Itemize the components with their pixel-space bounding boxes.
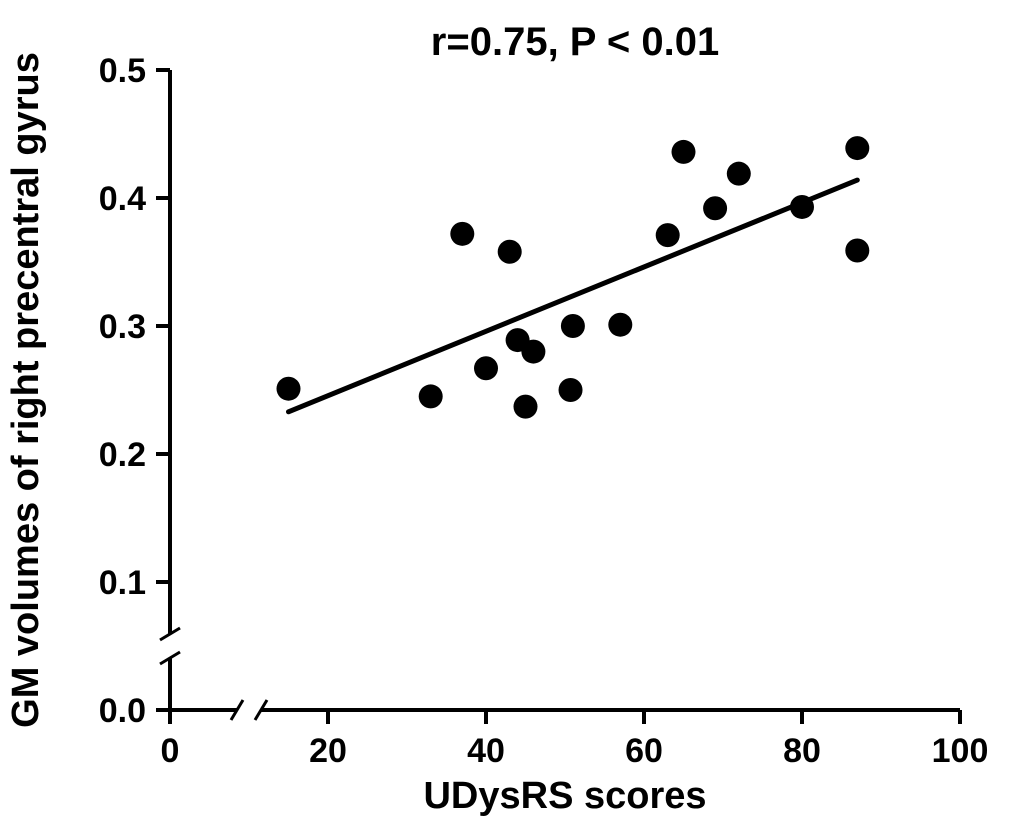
data-point: [474, 356, 498, 380]
data-point: [672, 140, 696, 164]
data-point: [790, 195, 814, 219]
data-point: [561, 314, 585, 338]
data-point: [727, 162, 751, 186]
data-point: [277, 377, 301, 401]
x-tick-label: 80: [783, 732, 821, 770]
data-point: [498, 240, 522, 264]
x-tick-label: 60: [625, 732, 663, 770]
x-tick-label: 20: [309, 732, 347, 770]
data-point: [845, 136, 869, 160]
y-tick-label: 0.1: [99, 564, 146, 602]
data-point: [521, 340, 545, 364]
x-tick-label: 0: [161, 732, 180, 770]
y-tick-label: 0.5: [99, 52, 146, 90]
data-point: [559, 378, 583, 402]
x-tick-label: 100: [932, 732, 989, 770]
x-axis-label: UDysRS scores: [423, 775, 706, 817]
y-tick-label: 0.3: [99, 308, 146, 346]
chart-title: r=0.75, P < 0.01: [431, 20, 719, 64]
trend-line: [289, 180, 858, 412]
y-tick-label: 0.0: [99, 692, 146, 730]
y-tick-label: 0.4: [99, 180, 146, 218]
data-point: [514, 395, 538, 419]
data-point: [608, 313, 632, 337]
x-tick-label: 40: [467, 732, 505, 770]
data-point: [703, 196, 727, 220]
data-point: [419, 384, 443, 408]
data-point: [845, 238, 869, 262]
scatter-chart: r=0.75, P < 0.01 0 20 40 60 80 100 0.0 0.1 0.2 0.3…: [0, 0, 1020, 829]
data-point: [450, 222, 474, 246]
y-axis-label: GM volumes of right precentral gyrus: [5, 52, 47, 728]
y-tick-label: 0.2: [99, 436, 146, 474]
data-point: [656, 223, 680, 247]
